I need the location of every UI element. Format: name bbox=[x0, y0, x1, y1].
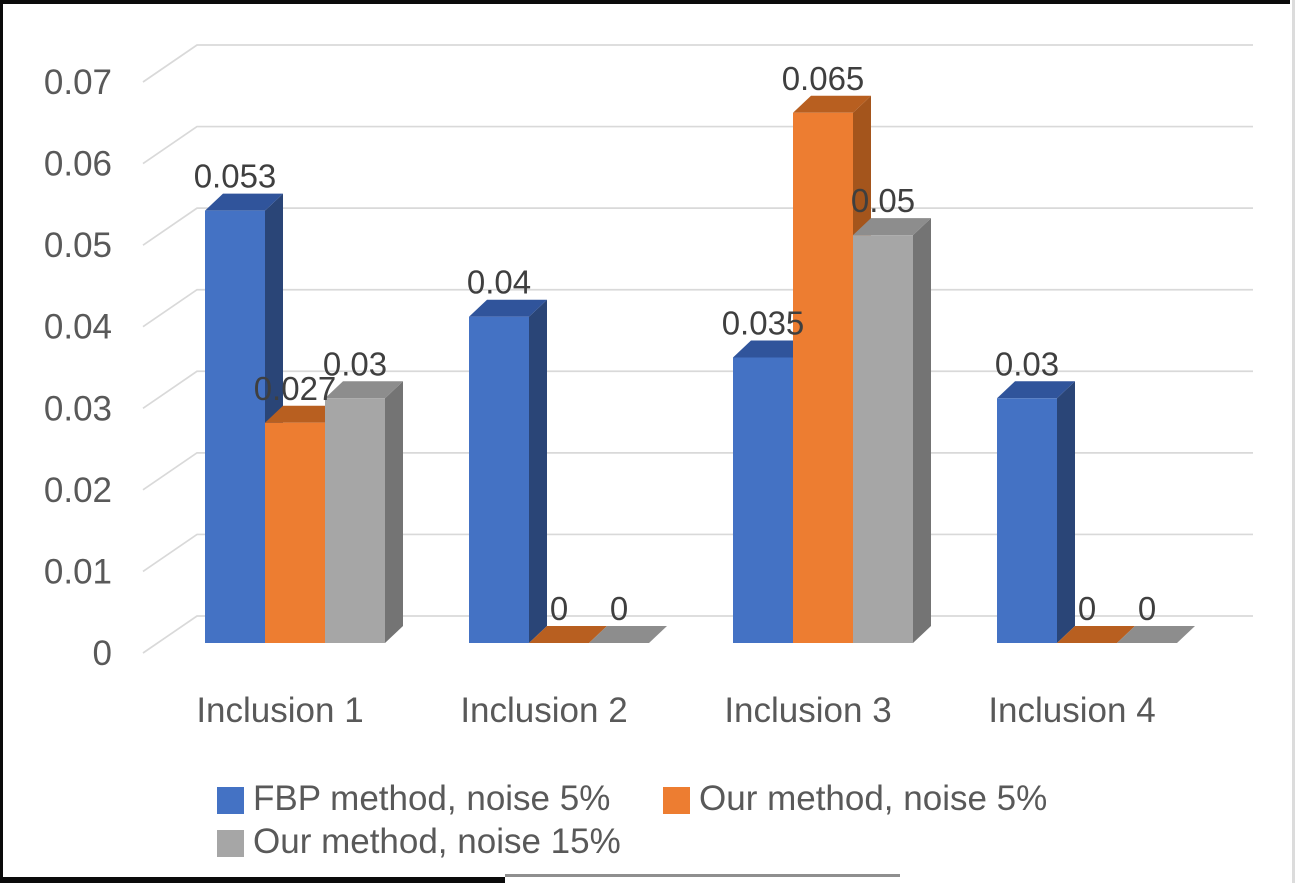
bar-front-face bbox=[265, 422, 325, 643]
bar-top-face bbox=[733, 340, 811, 358]
y-axis-tick-label: 0.07 bbox=[44, 63, 112, 102]
data-label: 0.03 bbox=[995, 345, 1059, 382]
bar-zero-pad bbox=[589, 626, 667, 643]
data-label: 0 bbox=[1138, 590, 1156, 627]
x-axis-category-label: Inclusion 3 bbox=[724, 691, 891, 730]
gridline bbox=[142, 125, 1253, 165]
bar-2-category-4 bbox=[1057, 626, 1135, 643]
legend-label: Our method, noise 5% bbox=[699, 779, 1047, 818]
y-axis-tick-label: 0.06 bbox=[44, 145, 112, 184]
data-label: 0.027 bbox=[254, 370, 337, 407]
bar-side-face bbox=[385, 381, 403, 643]
bar-front-face bbox=[997, 398, 1057, 643]
bar-side-face bbox=[1057, 381, 1075, 643]
gridline bbox=[142, 207, 1253, 246]
bar-front-face bbox=[733, 357, 793, 643]
gridline bbox=[142, 288, 1253, 328]
bar-top-face bbox=[325, 381, 403, 399]
legend-swatch bbox=[217, 787, 244, 814]
bar-top-face bbox=[997, 381, 1075, 399]
x-axis-category-label: Inclusion 4 bbox=[988, 691, 1155, 730]
bar-3-category-4 bbox=[1117, 626, 1195, 643]
bar-front-face bbox=[205, 210, 265, 643]
bar-front-face bbox=[793, 112, 853, 644]
bar-3-category-1 bbox=[325, 381, 403, 643]
bar-front-face bbox=[853, 235, 913, 643]
data-label: 0.04 bbox=[467, 264, 531, 301]
bar-2-category-2 bbox=[529, 626, 607, 643]
data-label: 0.03 bbox=[323, 345, 387, 382]
bar-front-face bbox=[325, 398, 385, 643]
bar-top-face bbox=[853, 218, 931, 236]
x-axis-category-label: Inclusion 2 bbox=[460, 691, 627, 730]
bar-top-face bbox=[469, 299, 547, 317]
figure-border-bottom-faint bbox=[505, 874, 900, 877]
y-axis-tick-label: 0.02 bbox=[44, 471, 112, 510]
bar-3-category-3 bbox=[853, 218, 931, 643]
bar-1-category-4 bbox=[997, 381, 1075, 643]
x-axis-category-label: Inclusion 1 bbox=[196, 691, 363, 730]
legend-swatch bbox=[663, 787, 690, 814]
data-label: 0 bbox=[1078, 590, 1096, 627]
bar-side-face bbox=[913, 218, 931, 643]
bar-3-category-2 bbox=[589, 626, 667, 643]
data-label: 0 bbox=[610, 590, 628, 627]
data-label: 0 bbox=[550, 590, 568, 627]
y-axis-tick-label: 0.03 bbox=[44, 389, 112, 428]
figure-border-top bbox=[0, 0, 1290, 4]
figure-border-bottom bbox=[0, 877, 505, 883]
y-axis-tick-label: 0.04 bbox=[44, 308, 112, 347]
bar-top-face bbox=[205, 193, 283, 211]
y-axis-tick-label: 0 bbox=[93, 634, 112, 673]
bar-front-face bbox=[469, 316, 529, 643]
data-label: 0.05 bbox=[851, 182, 915, 219]
data-label: 0.035 bbox=[722, 305, 805, 342]
bar-1-category-2 bbox=[469, 299, 547, 643]
legend-swatch bbox=[217, 830, 244, 857]
bar-top-face bbox=[265, 405, 343, 423]
bar-zero-pad bbox=[1117, 626, 1195, 643]
bar-zero-pad bbox=[529, 626, 607, 643]
figure-border-left bbox=[0, 0, 3, 877]
figure-border-right bbox=[1292, 0, 1295, 883]
gridline bbox=[142, 44, 1253, 83]
legend-label: FBP method, noise 5% bbox=[253, 779, 610, 818]
bar-zero-pad bbox=[1057, 626, 1135, 643]
y-axis-tick-label: 0.01 bbox=[44, 552, 112, 591]
y-axis-tick-label: 0.05 bbox=[44, 226, 112, 265]
legend-label: Our method, noise 15% bbox=[253, 822, 621, 861]
data-label: 0.065 bbox=[782, 60, 865, 97]
bar-side-face bbox=[529, 299, 547, 643]
bar-top-face bbox=[793, 95, 871, 113]
data-label: 0.053 bbox=[194, 158, 277, 195]
